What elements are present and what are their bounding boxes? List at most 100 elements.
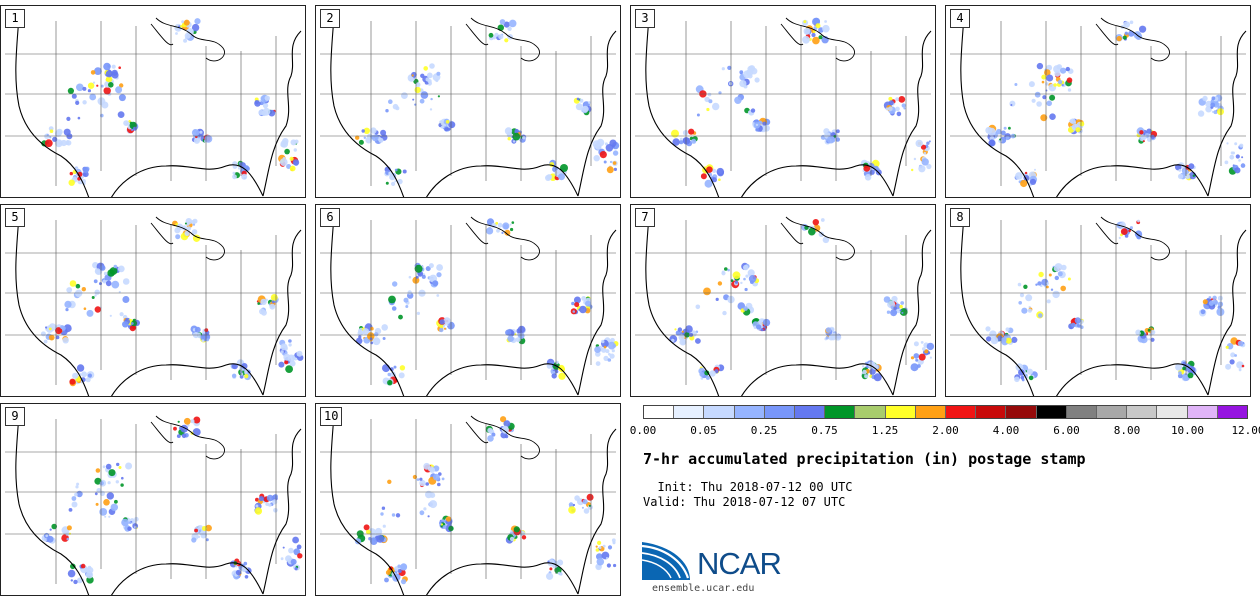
great-lakes: [465, 17, 540, 62]
coastline: [15, 15, 302, 197]
state-borders: [320, 21, 616, 186]
colorbar-swatch: [764, 406, 796, 418]
colorbar-swatch: [946, 406, 977, 418]
precip-field: [40, 218, 304, 387]
ensemble-member-panel: 10: [315, 403, 621, 596]
colorbar-tick-label: 6.00: [1053, 424, 1080, 437]
colorbar-swatch: [1127, 406, 1158, 418]
ncar-logo-text: NCAR: [697, 546, 782, 581]
colorbar-swatch: [885, 406, 916, 418]
colorbar-swatch: [825, 406, 856, 418]
colorbar-tick-label: 2.00: [932, 424, 959, 437]
ensemble-member-panel: 1: [0, 5, 306, 198]
precip-field: [41, 18, 300, 186]
great-lakes: [465, 415, 540, 460]
state-borders: [635, 220, 931, 385]
member-label: 8: [950, 208, 970, 227]
precip-map: [635, 214, 935, 396]
state-borders: [635, 21, 931, 186]
state-borders: [5, 220, 301, 385]
colorbar-swatch: [1036, 406, 1067, 418]
coastline: [960, 214, 1247, 396]
coastline: [330, 214, 617, 396]
coastline: [960, 15, 1247, 197]
coastline: [645, 214, 932, 396]
member-label: 9: [5, 407, 25, 426]
precip-map: [320, 15, 620, 197]
great-lakes: [150, 17, 225, 62]
state-borders: [5, 419, 301, 584]
great-lakes: [465, 216, 540, 261]
init-time: Init: Thu 2018-07-12 00 UTC: [643, 480, 853, 494]
precip-field: [355, 19, 620, 186]
colorbar-swatch: [855, 406, 886, 418]
ensemble-member-panel: 6: [315, 204, 621, 397]
colorbar-swatch: [674, 406, 705, 418]
precip-map: [5, 15, 302, 197]
ensemble-member-panel: 9: [0, 403, 306, 596]
great-lakes: [780, 17, 855, 62]
precip-colorbar: [643, 405, 1248, 419]
colorbar-swatch: [1006, 406, 1037, 418]
great-lakes: [1095, 17, 1170, 62]
colorbar-swatch: [976, 406, 1007, 418]
member-label: 6: [320, 208, 340, 227]
great-lakes: [150, 216, 225, 261]
precip-map: [5, 413, 303, 595]
precip-field: [985, 20, 1246, 188]
ensemble-member-panel: 4: [945, 5, 1251, 198]
valid-time: Valid: Thu 2018-07-12 07 UTC: [643, 495, 846, 509]
member-label: 10: [320, 407, 343, 426]
colorbar-swatch: [734, 406, 765, 418]
ensemble-member-panel: 3: [630, 5, 936, 198]
colorbar-tick-label: 4.00: [992, 424, 1020, 437]
colorbar-swatch: [1066, 406, 1098, 418]
ensemble-member-panel: 2: [315, 5, 621, 198]
member-label: 5: [5, 208, 25, 227]
coastline: [15, 413, 302, 595]
colorbar-tick-label: 1.25: [871, 424, 899, 437]
site-url: ensemble.ucar.edu: [652, 583, 755, 594]
precip-field: [671, 17, 932, 188]
coastline: [15, 214, 302, 396]
member-label: 1: [5, 9, 25, 28]
colorbar-tick-label: 0.75: [811, 424, 838, 437]
state-borders: [950, 220, 1246, 385]
colorbar-tick-label: 0.25: [750, 424, 778, 437]
colorbar-swatch: [1217, 406, 1248, 418]
figure-title: 7-hr accumulated precipitation (in) post…: [643, 450, 1086, 468]
colorbar-swatch: [915, 406, 947, 418]
colorbar-tick-label: 12.00: [1231, 424, 1260, 437]
precip-map: [320, 413, 617, 595]
member-label: 3: [635, 9, 655, 28]
coastline: [330, 15, 617, 197]
precip-map: [5, 214, 304, 396]
precip-field: [41, 416, 303, 585]
colorbar-swatch: [1157, 406, 1188, 418]
precip-map: [635, 15, 932, 197]
ncar-logo-icon: [642, 542, 690, 580]
colorbar-swatch: [1187, 406, 1218, 418]
great-lakes: [1095, 216, 1170, 261]
precip-map: [320, 214, 619, 396]
member-label: 7: [635, 208, 655, 227]
great-lakes: [780, 216, 855, 261]
great-lakes: [150, 415, 225, 460]
colorbar-tick-label: 0.00: [629, 424, 657, 437]
colorbar-swatch: [795, 406, 826, 418]
state-borders: [950, 21, 1246, 186]
colorbar-tick-label: 0.05: [690, 424, 717, 437]
coastline: [330, 413, 617, 595]
colorbar-tick-label: 10.00: [1170, 424, 1205, 437]
precip-map: [950, 214, 1247, 396]
colorbar-swatch: [1097, 406, 1128, 418]
colorbar-swatch: [704, 406, 735, 418]
ensemble-member-panel: 5: [0, 204, 306, 397]
state-borders: [320, 419, 616, 584]
precip-map: [950, 15, 1247, 197]
member-label: 4: [950, 9, 970, 28]
ensemble-member-panel: 7: [630, 204, 936, 397]
colorbar-swatch: [644, 406, 675, 418]
coastline: [645, 15, 932, 197]
ensemble-member-panel: 8: [945, 204, 1251, 397]
